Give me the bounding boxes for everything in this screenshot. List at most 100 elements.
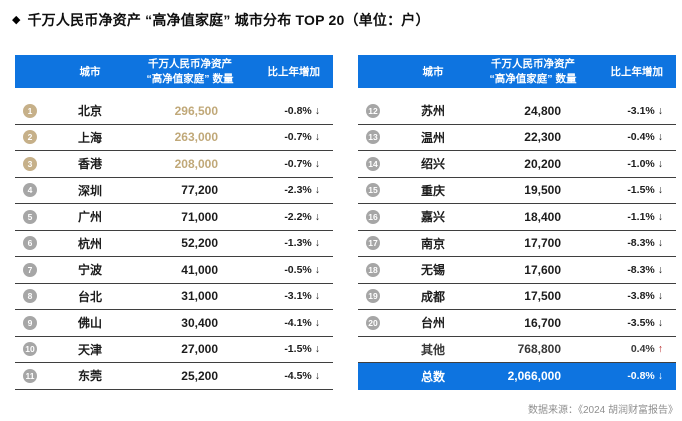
- yoy-change-value: -1.5%: [284, 343, 312, 356]
- city-name: 天津: [77, 342, 102, 357]
- yoy-change-value: -1.0%: [627, 157, 655, 170]
- yoy-change: -4.5% ↓: [218, 370, 333, 382]
- down-arrow-icon: ↓: [657, 237, 663, 250]
- rank-badge: 5: [23, 209, 37, 224]
- yoy-change: -3.1% ↓: [561, 105, 676, 117]
- other-row: 其他 768,800 0.4% ↑: [358, 337, 676, 363]
- household-count: 768,800: [517, 342, 561, 357]
- yoy-change: -3.5% ↓: [561, 317, 676, 329]
- right-table: 城市 千万人民币净资产 “高净值家庭” 数量 比上年增加 12 苏州 24,800-…: [358, 55, 676, 390]
- right-table-header: 城市 千万人民币净资产 “高净值家庭” 数量 比上年增加: [358, 55, 676, 88]
- city-name: 其他: [420, 342, 445, 357]
- header-city: 城市: [422, 66, 444, 78]
- household-count: 20,200: [524, 156, 561, 171]
- yoy-change-value: 0.4%: [630, 343, 655, 356]
- city-name: 无锡: [420, 263, 445, 278]
- yoy-change-value: -4.1%: [284, 316, 312, 329]
- city-name: 台州: [420, 316, 445, 331]
- header-count: 千万人民币净资产 “高净值家庭” 数量: [135, 57, 245, 85]
- table-row: 16 嘉兴 18,400 -1.1% ↓: [358, 204, 676, 231]
- household-count: 24,800: [524, 103, 561, 118]
- down-arrow-icon: ↓: [657, 131, 663, 144]
- down-arrow-icon: ↓: [657, 157, 663, 170]
- rank-cell: 10: [15, 342, 45, 357]
- city-name: 香港: [77, 157, 102, 172]
- yoy-change: 0.4% ↑: [561, 343, 676, 355]
- rank-cell: 2: [15, 130, 45, 145]
- yoy-change: -0.8% ↓: [218, 105, 333, 117]
- rank-cell: 13: [358, 130, 388, 145]
- data-source-note: 数据来源：《2024 胡润财富报告》: [527, 405, 678, 416]
- rank-cell: 16: [358, 209, 388, 224]
- rank-badge: 3: [23, 156, 37, 171]
- rank-cell: 11: [15, 368, 45, 383]
- city-name: 深圳: [77, 183, 102, 198]
- yoy-change: -1.3% ↓: [218, 237, 333, 249]
- rank-badge: 15: [366, 183, 380, 198]
- table-row: 9 佛山 30,400 -4.1% ↓: [15, 310, 333, 337]
- rank-cell: 17: [358, 236, 388, 251]
- household-count: 296,500: [174, 103, 218, 118]
- rank-badge: 11: [23, 368, 37, 383]
- household-count: 19,500: [524, 183, 561, 198]
- yoy-change: -1.5% ↓: [561, 184, 676, 196]
- household-count: 16,700: [524, 315, 561, 330]
- rank-badge: 2: [23, 130, 37, 145]
- city-name: 宁波: [77, 263, 102, 278]
- table-row: 14 绍兴 20,200 -1.0% ↓: [358, 151, 676, 178]
- header-count-line1: 千万人民币净资产: [148, 58, 232, 71]
- rank-badge: 10: [23, 342, 37, 357]
- down-arrow-icon: ↓: [314, 316, 320, 329]
- rank-cell: 4: [15, 183, 45, 198]
- household-count: 25,200: [181, 368, 218, 383]
- yoy-change: -2.3% ↓: [218, 184, 333, 196]
- figure-title-row: ◆ 千万人民币净资产 “高净值家庭” 城市分布 TOP 20（单位：户）: [12, 10, 430, 30]
- household-count: 17,600: [524, 262, 561, 277]
- yoy-change: -1.1% ↓: [561, 211, 676, 223]
- down-arrow-icon: ↓: [657, 263, 663, 276]
- right-table-body: 12 苏州 24,800 -3.1% ↓ 13 温州 22,300 -0.4% ↓ 14 绍兴 20,2…: [358, 98, 676, 390]
- down-arrow-icon: ↓: [657, 104, 663, 117]
- total-row: 总数 2,066,000 -0.8% ↓: [358, 363, 676, 390]
- household-count: 30,400: [181, 315, 218, 330]
- table-row: 6 杭州 52,200 -1.3% ↓: [15, 231, 333, 257]
- table-row: 13 温州 22,300 -0.4% ↓: [358, 125, 676, 151]
- rank-cell: 15: [358, 183, 388, 198]
- yoy-change-value: -3.1%: [627, 104, 655, 117]
- household-count: 17,500: [524, 289, 561, 304]
- yoy-change: -0.5% ↓: [218, 264, 333, 276]
- down-arrow-icon: ↓: [657, 290, 663, 303]
- city-name: 上海: [77, 130, 102, 145]
- city-name: 苏州: [420, 104, 445, 119]
- table-row: 4 深圳 77,200 -2.3% ↓: [15, 178, 333, 204]
- rank-cell: 18: [358, 262, 388, 277]
- down-arrow-icon: ↓: [314, 343, 320, 356]
- yoy-change-value: -1.3%: [284, 237, 312, 250]
- figure-title: 千万人民币净资产 “高净值家庭” 城市分布 TOP 20（单位：户）: [27, 12, 430, 28]
- header-change: 比上年增加: [610, 66, 664, 78]
- city-name: 温州: [420, 130, 445, 145]
- household-count: 71,000: [181, 209, 218, 224]
- table-row: 17 南京 17,700 -8.3% ↓: [358, 231, 676, 257]
- yoy-change-value: -1.1%: [627, 210, 655, 223]
- yoy-change: -0.7% ↓: [218, 158, 333, 170]
- household-count: 208,000: [174, 156, 218, 171]
- yoy-change: -2.2% ↓: [218, 211, 333, 223]
- yoy-change: -3.1% ↓: [218, 290, 333, 302]
- table-row: 2 上海 263,000 -0.7% ↓: [15, 125, 333, 151]
- yoy-change-value: -0.7%: [284, 131, 312, 144]
- header-count-line2: “高净值家庭” 数量: [146, 72, 234, 85]
- table-row: 10 天津 27,000 -1.5% ↓: [15, 337, 333, 363]
- down-arrow-icon: ↓: [314, 263, 320, 276]
- header-count-line2: “高净值家庭” 数量: [489, 72, 577, 85]
- rank-cell: 9: [15, 315, 45, 330]
- down-arrow-icon: ↓: [314, 369, 320, 382]
- rank-cell: 6: [15, 236, 45, 251]
- yoy-change: -0.8% ↓: [561, 370, 676, 382]
- city-name: 总数: [420, 369, 445, 384]
- diamond-icon: ◆: [12, 13, 21, 26]
- rank-badge: 9: [23, 315, 37, 330]
- yoy-change-value: -1.5%: [627, 184, 655, 197]
- rank-cell: 14: [358, 156, 388, 171]
- table-row: 8 台北 31,000 -3.1% ↓: [15, 284, 333, 310]
